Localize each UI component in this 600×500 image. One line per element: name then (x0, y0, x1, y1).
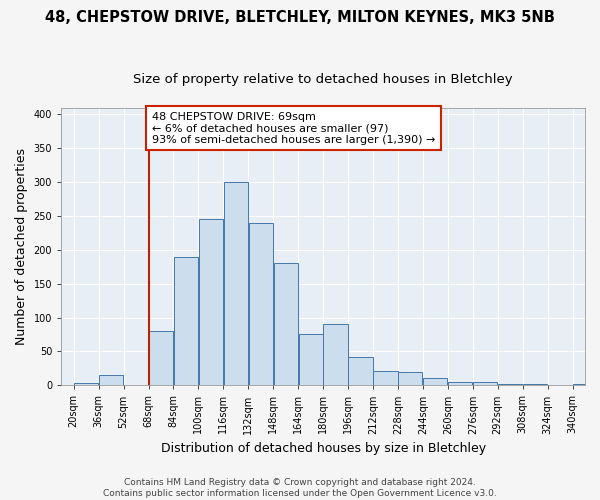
Bar (573, 384, 597, 386)
Bar (174, 256, 198, 386)
Bar (398, 372, 422, 386)
Text: Contains HM Land Registry data © Crown copyright and database right 2024.
Contai: Contains HM Land Registry data © Crown c… (103, 478, 497, 498)
X-axis label: Distribution of detached houses by size in Bletchley: Distribution of detached houses by size … (161, 442, 485, 455)
Bar (373, 371, 398, 386)
Y-axis label: Number of detached properties: Number of detached properties (15, 148, 28, 345)
Bar (423, 378, 448, 386)
Bar (548, 384, 572, 386)
Bar (274, 264, 298, 386)
Bar (498, 384, 522, 386)
Bar (224, 182, 248, 386)
Bar (74, 382, 98, 386)
Bar (248, 222, 273, 386)
Bar (323, 324, 347, 386)
Bar (473, 382, 497, 386)
Bar (523, 384, 547, 386)
Bar (199, 220, 223, 386)
Title: Size of property relative to detached houses in Bletchley: Size of property relative to detached ho… (133, 72, 513, 86)
Bar (149, 331, 173, 386)
Text: 48, CHEPSTOW DRIVE, BLETCHLEY, MILTON KEYNES, MK3 5NB: 48, CHEPSTOW DRIVE, BLETCHLEY, MILTON KE… (45, 10, 555, 25)
Text: 48 CHEPSTOW DRIVE: 69sqm
← 6% of detached houses are smaller (97)
93% of semi-de: 48 CHEPSTOW DRIVE: 69sqm ← 6% of detache… (152, 112, 435, 145)
Bar (349, 357, 373, 386)
Bar (99, 375, 123, 386)
Bar (299, 334, 323, 386)
Bar (448, 382, 472, 386)
